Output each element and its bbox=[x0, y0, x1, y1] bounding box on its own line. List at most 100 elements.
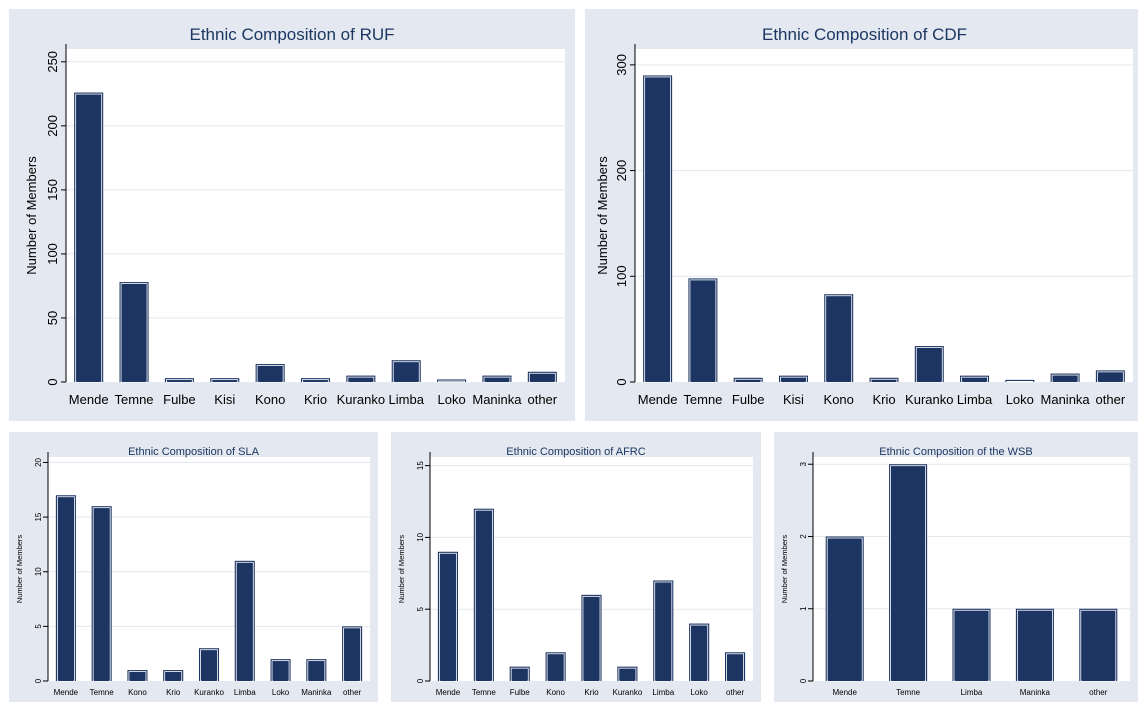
x-tick-label: Kisi bbox=[783, 392, 804, 407]
bar-maninka bbox=[482, 375, 512, 383]
y-tick-label: 15 bbox=[34, 512, 43, 521]
x-tick-label: Krio bbox=[166, 688, 181, 697]
bar-kuranko bbox=[346, 375, 376, 383]
bar-limba bbox=[653, 580, 674, 682]
bar-kisi bbox=[210, 378, 240, 383]
chart-title: Ethnic Composition of the WSB bbox=[879, 446, 1032, 458]
bar-fill bbox=[917, 348, 942, 382]
bar-other bbox=[1079, 608, 1118, 682]
bar-kuranko bbox=[914, 346, 944, 383]
bar-body bbox=[1005, 379, 1035, 382]
bar-kono bbox=[127, 670, 148, 682]
bar-fill bbox=[645, 77, 670, 382]
x-tick-label: Limba bbox=[234, 688, 256, 697]
bar-mende bbox=[437, 551, 458, 682]
bar-maninka bbox=[306, 659, 327, 682]
bar-fill bbox=[344, 628, 360, 681]
y-tick-label: 20 bbox=[34, 457, 43, 466]
bar-fill bbox=[122, 284, 147, 382]
x-tick-label: Mende bbox=[54, 688, 79, 697]
chart-title: Ethnic Composition of RUF bbox=[189, 25, 394, 44]
bar-fill bbox=[129, 672, 145, 681]
bar-fill bbox=[872, 380, 896, 382]
bar-fill bbox=[962, 378, 987, 382]
bar-body bbox=[869, 377, 899, 382]
plot-area bbox=[635, 49, 1133, 382]
x-tick-label: Mende bbox=[638, 392, 678, 407]
bar-krio bbox=[869, 377, 899, 383]
bar-fill bbox=[619, 669, 635, 681]
bar-limba bbox=[234, 560, 255, 682]
bar-fill bbox=[440, 554, 456, 681]
bar-highlight bbox=[1006, 380, 1034, 383]
bar-fill bbox=[212, 380, 237, 382]
bar-kono bbox=[545, 652, 566, 682]
x-tick-label: other bbox=[1096, 392, 1126, 407]
y-axis-title: Number of Members bbox=[595, 156, 610, 275]
y-tick-label: 50 bbox=[45, 311, 60, 325]
bar-temne bbox=[688, 278, 718, 383]
bar-fill bbox=[348, 378, 373, 382]
bar-kono bbox=[255, 364, 285, 383]
bar-fill bbox=[690, 280, 715, 382]
y-axis-title: Number of Members bbox=[780, 535, 789, 604]
x-tick-label: Maninka bbox=[301, 688, 332, 697]
bar-other bbox=[527, 371, 557, 383]
chart-sla: Ethnic Composition of SLA Number of Membe… bbox=[15, 446, 370, 697]
bar-body bbox=[300, 378, 331, 382]
bar-other bbox=[725, 652, 746, 682]
bar-fill bbox=[1053, 376, 1078, 382]
x-tick-label: Kuranko bbox=[337, 392, 385, 407]
x-tick-label: Limba bbox=[957, 392, 993, 407]
x-tick-label: Maninka bbox=[472, 392, 522, 407]
bar-fill bbox=[258, 366, 283, 382]
bar-maninka bbox=[1015, 608, 1054, 682]
bar-kuranko bbox=[198, 648, 220, 682]
bar-fill bbox=[1081, 611, 1115, 681]
bar-fill bbox=[76, 95, 101, 383]
bar-mende bbox=[55, 495, 76, 682]
x-tick-label: other bbox=[527, 392, 557, 407]
y-tick-label: 300 bbox=[614, 54, 629, 76]
x-tick-label: Maninka bbox=[1020, 688, 1051, 697]
bar-fulbe bbox=[733, 377, 763, 383]
bar-other bbox=[342, 626, 363, 682]
bar-fill bbox=[476, 511, 492, 681]
y-tick-label: 200 bbox=[45, 115, 60, 137]
bar-mende bbox=[74, 92, 104, 383]
y-tick-label: 3 bbox=[799, 461, 808, 466]
x-tick-label: Fulbe bbox=[510, 688, 531, 697]
bar-fill bbox=[727, 654, 743, 681]
bar-loko bbox=[437, 379, 467, 383]
bar-fill bbox=[691, 626, 707, 681]
chart-title: Ethnic Composition of AFRC bbox=[506, 446, 645, 458]
x-tick-label: Kisi bbox=[214, 392, 235, 407]
bar-loko bbox=[689, 623, 710, 682]
x-tick-label: Kono bbox=[255, 392, 285, 407]
chart-title: Ethnic Composition of SLA bbox=[128, 446, 260, 458]
bar-fill bbox=[548, 654, 564, 681]
bar-fill bbox=[512, 669, 528, 681]
y-tick-label: 0 bbox=[34, 678, 43, 683]
bar-fill bbox=[237, 563, 253, 681]
y-tick-label: 0 bbox=[614, 378, 629, 385]
y-tick-label: 250 bbox=[45, 51, 60, 73]
x-tick-label: Temne bbox=[683, 392, 722, 407]
bar-maninka bbox=[1050, 373, 1080, 383]
x-tick-label: Mende bbox=[69, 392, 109, 407]
y-axis-title: Number of Members bbox=[24, 156, 39, 275]
chart-panel-wsb: Ethnic Composition of the WSB Number of M… bbox=[774, 432, 1138, 702]
x-tick-label: Loko bbox=[1006, 392, 1034, 407]
chart-panel-cdf: Ethnic Composition of CDF Number of Membe… bbox=[585, 9, 1138, 421]
x-tick-label: Temne bbox=[472, 688, 497, 697]
x-tick-label: Temne bbox=[90, 688, 115, 697]
y-tick-label: 100 bbox=[614, 265, 629, 287]
y-axis-title: Number of Members bbox=[15, 535, 24, 604]
bar-fill bbox=[736, 380, 761, 382]
x-tick-label: Mende bbox=[436, 688, 461, 697]
bar-mende bbox=[643, 75, 673, 383]
bar-krio bbox=[163, 670, 184, 682]
chart-panel-sla: Ethnic Composition of SLA Number of Membe… bbox=[9, 432, 378, 702]
bar-temne bbox=[473, 508, 494, 682]
bar-mende bbox=[825, 536, 864, 682]
